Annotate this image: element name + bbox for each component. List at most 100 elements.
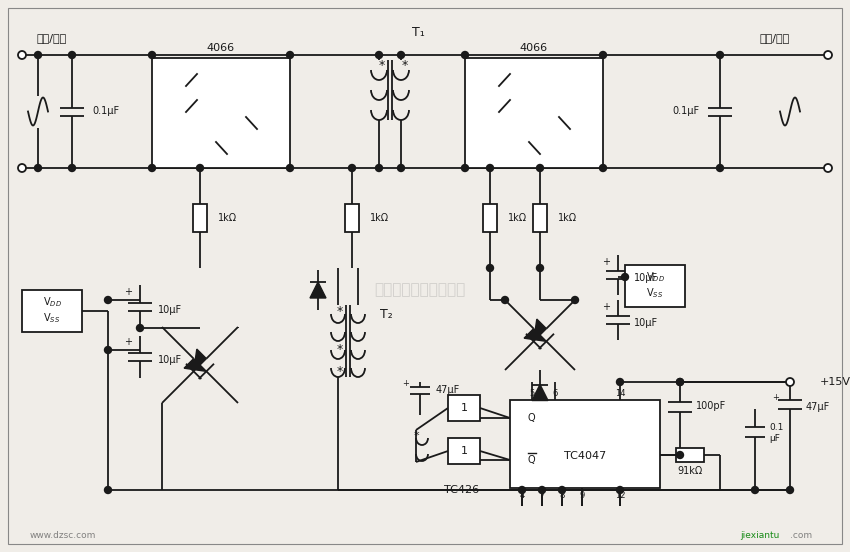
Text: 8: 8 bbox=[559, 491, 564, 501]
Circle shape bbox=[677, 379, 683, 385]
Text: 10μF: 10μF bbox=[158, 305, 182, 315]
Circle shape bbox=[149, 164, 156, 172]
Text: 0.1μF: 0.1μF bbox=[92, 106, 119, 116]
Text: 91kΩ: 91kΩ bbox=[677, 466, 703, 476]
Text: *: * bbox=[413, 431, 419, 441]
Circle shape bbox=[677, 452, 683, 459]
Text: 10μF: 10μF bbox=[634, 318, 658, 328]
Text: *: * bbox=[337, 305, 343, 317]
Text: *: * bbox=[402, 60, 408, 72]
Text: .com: .com bbox=[790, 531, 812, 540]
Circle shape bbox=[18, 51, 26, 59]
Bar bbox=[676, 448, 704, 462]
Text: 输入/输出: 输入/输出 bbox=[37, 33, 67, 43]
Circle shape bbox=[751, 486, 758, 493]
Text: 12: 12 bbox=[615, 491, 626, 501]
Bar bbox=[510, 400, 660, 488]
Text: V$_{SS}$: V$_{SS}$ bbox=[43, 311, 60, 325]
Text: 0.1μF: 0.1μF bbox=[673, 106, 700, 116]
Circle shape bbox=[536, 264, 543, 272]
Circle shape bbox=[599, 164, 607, 172]
Text: Q: Q bbox=[528, 455, 536, 465]
Text: +: + bbox=[602, 302, 610, 312]
Text: 10μF: 10μF bbox=[634, 273, 658, 283]
Bar bbox=[533, 204, 547, 232]
Polygon shape bbox=[310, 282, 326, 298]
Text: 7: 7 bbox=[539, 491, 545, 501]
Text: 4066: 4066 bbox=[520, 43, 548, 53]
Text: T₂: T₂ bbox=[380, 309, 393, 321]
Text: 1kΩ: 1kΩ bbox=[558, 213, 577, 223]
Text: 6: 6 bbox=[552, 389, 558, 397]
Bar bbox=[483, 204, 497, 232]
Circle shape bbox=[398, 164, 405, 172]
Circle shape bbox=[149, 51, 156, 59]
Circle shape bbox=[616, 379, 624, 385]
Circle shape bbox=[677, 379, 683, 385]
Circle shape bbox=[286, 51, 293, 59]
Text: *: * bbox=[337, 342, 343, 355]
Bar bbox=[345, 204, 359, 232]
Text: 47μF: 47μF bbox=[806, 402, 830, 412]
Circle shape bbox=[786, 486, 794, 493]
Polygon shape bbox=[194, 349, 207, 371]
Text: TC426: TC426 bbox=[445, 485, 479, 495]
Circle shape bbox=[105, 486, 111, 493]
Text: 4066: 4066 bbox=[207, 43, 235, 53]
Circle shape bbox=[502, 296, 508, 304]
Circle shape bbox=[286, 164, 293, 172]
Text: 1: 1 bbox=[461, 403, 468, 413]
Circle shape bbox=[616, 486, 624, 493]
Bar bbox=[448, 438, 480, 464]
Text: 1: 1 bbox=[461, 446, 468, 456]
Bar bbox=[193, 204, 207, 232]
Text: 1kΩ: 1kΩ bbox=[218, 213, 237, 223]
Text: Q: Q bbox=[528, 413, 536, 423]
Bar bbox=[625, 265, 685, 307]
Text: 输入/输出: 输入/输出 bbox=[760, 33, 790, 43]
Text: V$_{SS}$: V$_{SS}$ bbox=[646, 286, 664, 300]
Text: 1kΩ: 1kΩ bbox=[370, 213, 389, 223]
Bar bbox=[152, 58, 290, 168]
Text: 9: 9 bbox=[580, 491, 585, 501]
Circle shape bbox=[376, 51, 382, 59]
Text: +: + bbox=[403, 380, 410, 389]
Circle shape bbox=[486, 164, 494, 172]
Polygon shape bbox=[534, 319, 547, 341]
Text: +: + bbox=[602, 257, 610, 267]
Circle shape bbox=[462, 164, 468, 172]
Circle shape bbox=[69, 164, 76, 172]
Text: 4: 4 bbox=[519, 491, 524, 501]
Circle shape bbox=[536, 164, 543, 172]
Circle shape bbox=[539, 486, 546, 493]
Text: www.dzsc.com: www.dzsc.com bbox=[30, 531, 96, 540]
Circle shape bbox=[621, 273, 628, 280]
Circle shape bbox=[717, 164, 723, 172]
Text: +: + bbox=[773, 394, 779, 402]
Text: T₁: T₁ bbox=[411, 25, 424, 39]
Circle shape bbox=[18, 164, 26, 172]
Text: jiexiantu: jiexiantu bbox=[740, 531, 779, 540]
Circle shape bbox=[376, 164, 382, 172]
Circle shape bbox=[558, 486, 565, 493]
Circle shape bbox=[105, 296, 111, 304]
Polygon shape bbox=[532, 385, 548, 401]
Bar bbox=[22, 290, 82, 332]
Circle shape bbox=[35, 51, 42, 59]
Circle shape bbox=[824, 51, 832, 59]
Circle shape bbox=[786, 378, 794, 386]
Circle shape bbox=[717, 51, 723, 59]
Text: +: + bbox=[124, 337, 132, 347]
Text: V$_{DD}$: V$_{DD}$ bbox=[42, 295, 61, 309]
Circle shape bbox=[599, 51, 607, 59]
Bar bbox=[448, 395, 480, 421]
Circle shape bbox=[196, 164, 203, 172]
Text: 10μF: 10μF bbox=[158, 355, 182, 365]
Text: +: + bbox=[124, 287, 132, 297]
Circle shape bbox=[518, 486, 525, 493]
Circle shape bbox=[69, 51, 76, 59]
Text: V$_{DD}$: V$_{DD}$ bbox=[645, 270, 665, 284]
Bar bbox=[465, 58, 603, 168]
Circle shape bbox=[398, 51, 405, 59]
Polygon shape bbox=[524, 328, 547, 341]
